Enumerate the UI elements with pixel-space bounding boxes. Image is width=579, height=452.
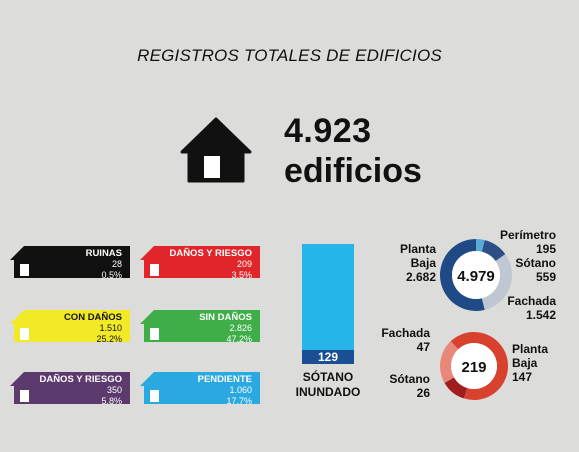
house-icon — [180, 116, 252, 189]
donut2-label-fachada: Fachada 47 — [380, 326, 430, 354]
house-card-icon — [140, 372, 260, 404]
donut2-fachada-name: Fachada — [381, 326, 430, 340]
house-card-icon — [10, 310, 130, 342]
donut1-perimetro-value: 195 — [535, 242, 556, 256]
category-pct: 5.8% — [101, 396, 122, 406]
category-count: 28 — [111, 259, 122, 269]
house-card-icon — [10, 372, 130, 404]
hero-value: 4.923 — [284, 112, 372, 150]
category-count: 209 — [236, 259, 252, 269]
category-label: CON DAÑOS — [63, 312, 122, 323]
donut2-center — [451, 343, 497, 389]
donut1-perimetro-name: Perímetro — [500, 228, 557, 242]
category-pct: 25.2% — [96, 334, 122, 344]
donut1-total: 4.979 — [457, 268, 495, 285]
category-count: 1.510 — [99, 323, 122, 333]
sotano-label-line1: SÓTANO — [302, 370, 354, 384]
category-count: 350 — [106, 385, 122, 395]
category-card-ruinas: RUINAS 28 0.5% — [10, 238, 130, 280]
donut1-slice-0 — [476, 239, 485, 252]
donut1-label-perimetro: Perímetro 195 — [500, 228, 556, 256]
sotano-label: SÓTANO INUNDADO — [290, 370, 366, 400]
donut1-sotano-value: 559 — [535, 270, 556, 284]
category-card-con-danos: CON DAÑOS 1.510 25.2% — [10, 302, 130, 344]
category-count: 1.060 — [229, 385, 252, 395]
donut2-sotano-name: Sótano — [389, 372, 430, 386]
donut2-label-sotano: Sótano 26 — [380, 372, 430, 400]
house-card-icon — [10, 246, 130, 278]
donut2-sotano-value: 26 — [416, 386, 430, 400]
donut1-sotano-name: Sótano — [515, 256, 556, 270]
donut1-fachada-name: Fachada — [507, 294, 556, 308]
chart-title: REGISTROS TOTALES DE EDIFICIOS — [137, 46, 442, 65]
donut1-slice-3 — [440, 239, 485, 311]
category-pct: 47.2% — [226, 334, 252, 344]
category-label: PENDIENTE — [197, 374, 252, 385]
category-pct: 3.5% — [231, 270, 252, 280]
category-label: RUINAS — [85, 248, 122, 259]
category-pct: 0.5% — [101, 270, 122, 280]
donut2-slice-1 — [450, 332, 508, 400]
category-pct: 17.7% — [226, 396, 252, 406]
sotano-bar — [302, 244, 354, 364]
hero-unit: edificios — [284, 152, 422, 190]
donut1-label-planta-baja: Planta Baja 2.682 — [392, 242, 436, 284]
donut1-center — [452, 251, 500, 299]
house-card-icon — [140, 246, 260, 278]
donut2-slice-2 — [444, 377, 468, 399]
donut2-label-planta-baja: Planta Baja 147 — [512, 342, 568, 384]
donut2-planta-baja-name: Planta Baja — [512, 342, 549, 370]
donut1-label-sotano: Sótano 559 — [506, 256, 556, 284]
category-card-danos-riesgo-red: DAÑOS Y RIESGO 209 3.5% — [140, 238, 260, 280]
category-card-sin-danos: SIN DAÑOS 2.826 47.2% — [140, 302, 260, 344]
sotano-value: 129 — [302, 350, 354, 364]
category-card-danos-riesgo-purple: DAÑOS Y RIESGO 350 5.8% — [10, 364, 130, 406]
donut2-planta-baja-value: 147 — [512, 370, 533, 384]
category-card-pendiente: PENDIENTE 1.060 17.7% — [140, 364, 260, 406]
category-count: 2.826 — [229, 323, 252, 333]
donut1-fachada-value: 1.542 — [525, 308, 556, 322]
donut2-total: 219 — [461, 359, 486, 376]
donut2-slice-0 — [440, 341, 459, 383]
category-label: SIN DAÑOS — [199, 312, 252, 323]
house-card-icon — [140, 310, 260, 342]
category-label: DAÑOS Y RIESGO — [169, 248, 252, 259]
sotano-label-line2: INUNDADO — [295, 385, 361, 399]
donut1-planta-baja-value: 2.682 — [405, 270, 436, 284]
category-label: DAÑOS Y RIESGO — [39, 374, 122, 385]
donut1-label-fachada: Fachada 1.542 — [500, 294, 556, 322]
donut1-planta-baja-name: Planta Baja — [399, 242, 436, 270]
donut2-fachada-value: 47 — [416, 340, 430, 354]
